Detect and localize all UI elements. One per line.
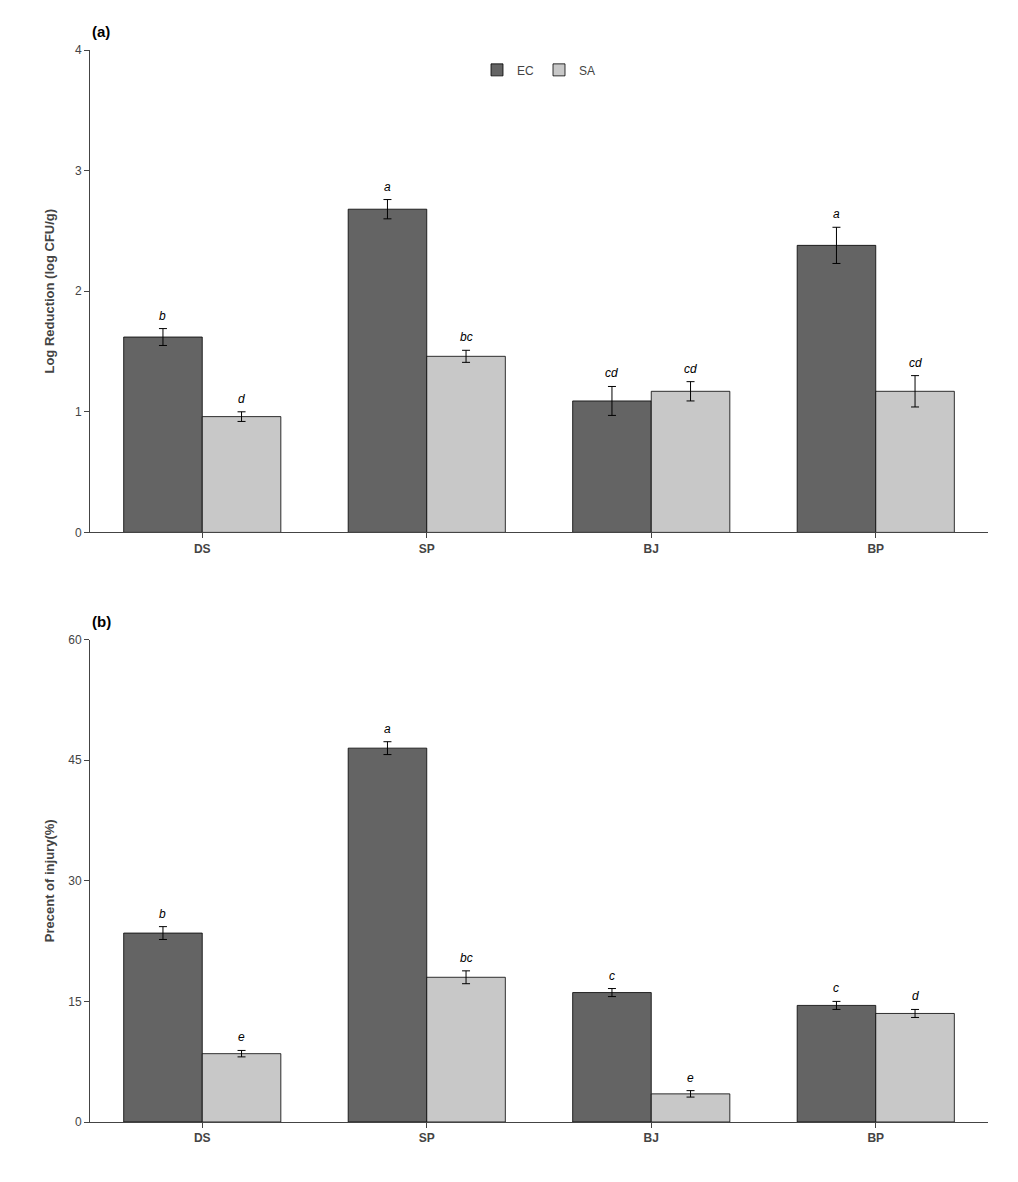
svg-text:0: 0 bbox=[75, 1115, 82, 1129]
svg-text:e: e bbox=[687, 1071, 694, 1085]
svg-text:15: 15 bbox=[68, 995, 82, 1009]
svg-text:Precent of injury(%): Precent of injury(%) bbox=[42, 819, 57, 942]
svg-text:0: 0 bbox=[75, 526, 82, 540]
svg-text:BP: BP bbox=[867, 542, 884, 556]
svg-text:SP: SP bbox=[419, 542, 435, 556]
svg-text:45: 45 bbox=[68, 753, 82, 767]
svg-text:BP: BP bbox=[867, 1131, 884, 1145]
svg-text:60: 60 bbox=[68, 633, 82, 647]
svg-text:BJ: BJ bbox=[644, 1131, 659, 1145]
svg-text:bc: bc bbox=[460, 951, 473, 965]
svg-text:b: b bbox=[159, 907, 166, 921]
svg-text:a: a bbox=[384, 180, 391, 194]
svg-text:(b): (b) bbox=[92, 613, 111, 630]
svg-text:cd: cd bbox=[605, 366, 618, 380]
svg-text:SP: SP bbox=[419, 1131, 435, 1145]
svg-text:2: 2 bbox=[75, 284, 82, 298]
svg-text:(a): (a) bbox=[92, 23, 110, 40]
svg-text:c: c bbox=[609, 969, 615, 983]
svg-text:SA: SA bbox=[579, 64, 595, 78]
svg-text:cd: cd bbox=[909, 356, 922, 370]
svg-text:d: d bbox=[238, 392, 245, 406]
svg-text:a: a bbox=[833, 207, 840, 221]
svg-text:DS: DS bbox=[194, 1131, 211, 1145]
svg-text:30: 30 bbox=[68, 874, 82, 888]
svg-text:d: d bbox=[912, 989, 919, 1003]
svg-text:4: 4 bbox=[75, 43, 82, 57]
svg-text:Log Reduction (log CFU/g): Log Reduction (log CFU/g) bbox=[42, 209, 57, 374]
svg-text:c: c bbox=[833, 981, 839, 995]
svg-text:bc: bc bbox=[460, 330, 473, 344]
svg-text:a: a bbox=[384, 722, 391, 736]
svg-text:1: 1 bbox=[75, 405, 82, 419]
svg-text:b: b bbox=[159, 309, 166, 323]
svg-text:EC: EC bbox=[517, 64, 534, 78]
svg-text:3: 3 bbox=[75, 164, 82, 178]
svg-text:e: e bbox=[238, 1030, 245, 1044]
svg-text:DS: DS bbox=[194, 542, 211, 556]
svg-text:cd: cd bbox=[684, 362, 697, 376]
svg-text:BJ: BJ bbox=[644, 542, 659, 556]
